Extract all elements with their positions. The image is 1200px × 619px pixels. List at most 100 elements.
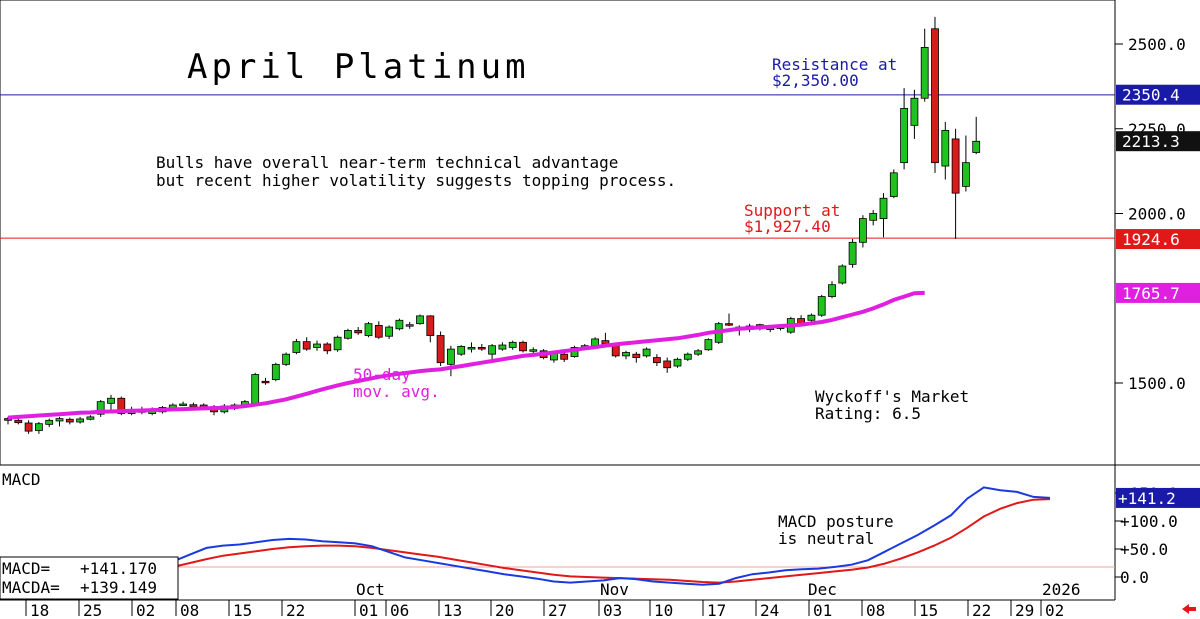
rating-label-1: Wyckoff's Market <box>815 387 969 406</box>
price-badge <box>1116 84 1200 105</box>
x-day-label: 24 <box>760 601 779 619</box>
candle-body <box>313 343 321 348</box>
candle <box>673 357 682 368</box>
candle <box>107 394 115 411</box>
candle <box>333 335 342 352</box>
candle-body <box>55 418 64 422</box>
candle <box>96 399 105 417</box>
candle <box>405 321 414 329</box>
x-day-label: 02 <box>1045 601 1064 619</box>
candle-body <box>96 401 105 415</box>
candle-body <box>529 349 538 352</box>
candle <box>725 313 733 327</box>
price-tick-label: 1500.0 <box>1128 374 1186 393</box>
candle <box>622 350 630 360</box>
candle-body <box>560 353 569 360</box>
macd-readout-label: MACD= <box>2 559 50 578</box>
x-axis-ticks: 18 25 02 08 15 22 01 06 13 20 27 03 10 17 24 01 08 15 22 29… <box>25 580 1081 619</box>
candle-body <box>35 423 43 431</box>
x-day-label: 08 <box>866 601 885 619</box>
candle <box>879 193 888 238</box>
candle-body <box>920 46 929 99</box>
price-badge-label: 2350.4 <box>1122 86 1180 105</box>
candle <box>477 344 486 351</box>
macd-axis-ticks: +150.0+100.0+50.00.0 <box>1115 484 1178 587</box>
x-day-label: 22 <box>972 601 991 619</box>
candle <box>35 421 43 434</box>
candle <box>508 340 517 350</box>
candle <box>14 418 23 425</box>
scroll-left-arrow-icon[interactable] <box>1182 604 1196 614</box>
candle <box>86 415 95 421</box>
candle <box>302 337 311 351</box>
candle <box>848 238 857 268</box>
candle <box>632 351 641 363</box>
candle-body <box>385 326 394 337</box>
x-day-label: 22 <box>286 601 305 619</box>
candle-body <box>4 418 12 421</box>
candle-body <box>364 323 373 336</box>
candle <box>436 331 445 367</box>
candle <box>663 357 672 373</box>
macd-title: MACD <box>2 470 41 489</box>
candle-body <box>848 241 857 265</box>
candle <box>395 318 404 331</box>
candle-body <box>972 140 981 153</box>
candle <box>859 215 867 248</box>
candle <box>704 338 713 351</box>
candle-body <box>704 339 713 351</box>
candle-body <box>663 360 672 369</box>
candle <box>426 315 435 343</box>
x-day-label: 17 <box>707 601 726 619</box>
candle-body <box>622 352 630 357</box>
candle-body <box>436 335 445 364</box>
candle-body <box>282 353 291 365</box>
x-day-label: 18 <box>30 601 49 619</box>
candle-body <box>457 345 466 355</box>
candle-body <box>446 348 455 365</box>
candle <box>364 321 373 338</box>
candle-body <box>426 315 435 336</box>
x-day-label: 29 <box>1015 601 1034 619</box>
candle-body <box>488 345 497 355</box>
candle <box>416 314 424 325</box>
candle-body <box>951 138 960 194</box>
macd-badge-label: +141.2 <box>1118 489 1176 508</box>
comment-line-2: but recent higher volatility suggests to… <box>156 171 676 190</box>
resistance-label-1: Resistance at <box>772 55 897 74</box>
candle <box>900 88 908 170</box>
candle-body <box>694 350 702 355</box>
candle <box>446 345 455 377</box>
macd-tick-label: +100.0 <box>1120 512 1178 531</box>
price-tick-label: 2000.0 <box>1128 205 1186 224</box>
candle <box>828 281 836 299</box>
candle-body <box>467 347 476 350</box>
candle-body <box>323 343 332 352</box>
candle <box>519 340 527 353</box>
candle <box>931 16 939 173</box>
candle <box>179 401 188 407</box>
candle-body <box>117 397 126 414</box>
candle <box>76 416 84 424</box>
candle <box>24 420 33 434</box>
rating-label-2: Rating: 6.5 <box>815 404 921 423</box>
candle <box>972 116 981 155</box>
candle-body <box>179 403 188 406</box>
x-month-label: Dec <box>808 580 837 599</box>
candle-body <box>941 130 950 167</box>
candle-body <box>107 397 115 404</box>
candle-body <box>477 347 486 350</box>
candle-body <box>86 416 95 420</box>
candle-body <box>611 345 620 357</box>
candle-body <box>519 341 527 352</box>
macd-readout-box <box>0 556 179 600</box>
candle-body <box>869 213 878 221</box>
candle-body <box>395 319 404 330</box>
x-day-label: 15 <box>919 601 938 619</box>
candle <box>962 135 970 192</box>
candle-body <box>354 330 363 334</box>
x-month-label: Nov <box>600 580 629 599</box>
candle <box>498 342 507 351</box>
candle <box>271 362 280 382</box>
